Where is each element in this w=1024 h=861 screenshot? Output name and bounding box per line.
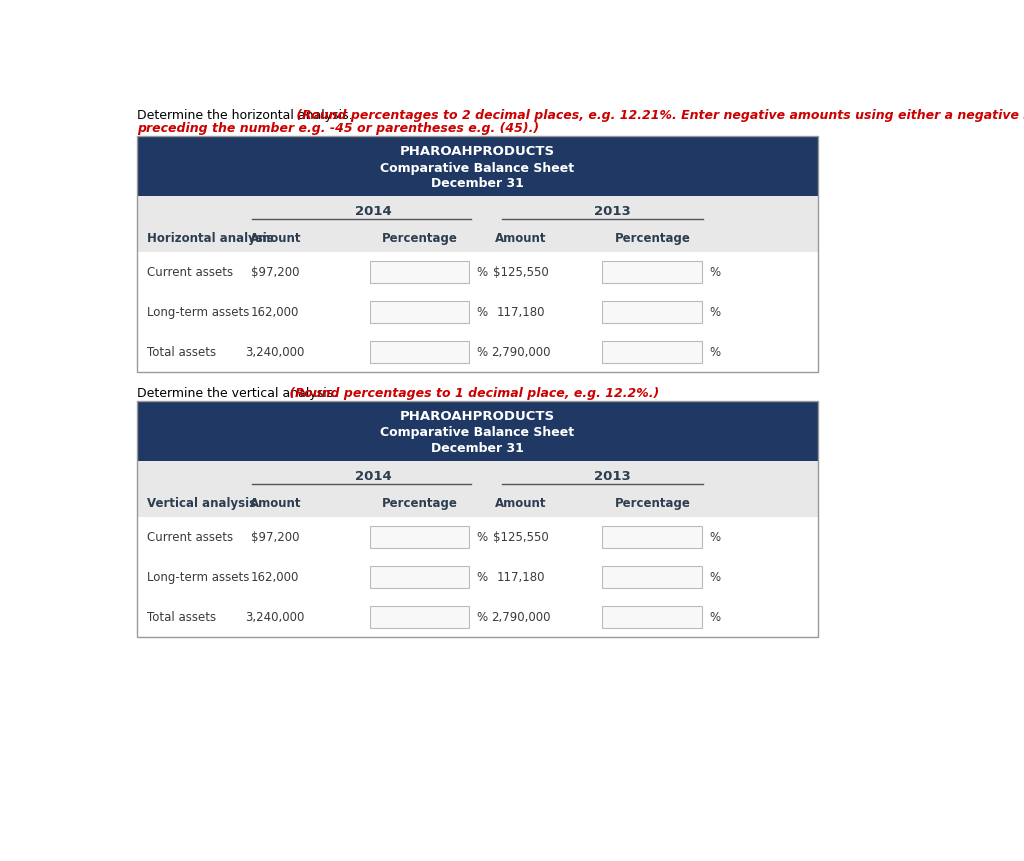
Bar: [137, 197, 818, 252]
Text: 162,000: 162,000: [251, 306, 299, 319]
Bar: [370, 301, 469, 323]
Text: %: %: [477, 346, 487, 359]
Bar: [137, 332, 818, 373]
Bar: [137, 402, 818, 461]
Text: December 31: December 31: [431, 442, 524, 455]
Text: 3,240,000: 3,240,000: [246, 346, 305, 359]
Text: Percentage: Percentage: [382, 232, 458, 245]
Text: Long-term assets: Long-term assets: [146, 571, 249, 584]
Bar: [370, 262, 469, 283]
Text: 2013: 2013: [594, 469, 631, 482]
Bar: [137, 137, 818, 373]
Bar: [602, 262, 701, 283]
Bar: [370, 342, 469, 363]
Text: 162,000: 162,000: [251, 571, 299, 584]
Text: 2014: 2014: [354, 469, 391, 482]
Bar: [137, 402, 818, 637]
Text: 2,790,000: 2,790,000: [492, 610, 551, 623]
Text: (Round percentages to 1 decimal place, e.g. 12.2%.): (Round percentages to 1 decimal place, e…: [285, 387, 658, 400]
Text: Horizontal analysis: Horizontal analysis: [146, 232, 273, 245]
Bar: [602, 567, 701, 588]
Text: 2,790,000: 2,790,000: [492, 346, 551, 359]
Text: Amount: Amount: [496, 232, 547, 245]
Text: December 31: December 31: [431, 177, 524, 189]
Text: preceding the number e.g. -45 or parentheses e.g. (45).): preceding the number e.g. -45 or parenth…: [137, 121, 540, 135]
Text: PHAROAHPRODUCTS: PHAROAHPRODUCTS: [400, 409, 555, 422]
Bar: [370, 606, 469, 628]
Text: Current assets: Current assets: [146, 266, 232, 279]
Text: Long-term assets: Long-term assets: [146, 306, 249, 319]
Bar: [137, 293, 818, 332]
Text: Amount: Amount: [250, 496, 301, 509]
Text: %: %: [710, 571, 720, 584]
Text: 3,240,000: 3,240,000: [246, 610, 305, 623]
Bar: [602, 342, 701, 363]
Text: $97,200: $97,200: [251, 266, 299, 279]
Bar: [602, 606, 701, 628]
Text: Vertical analysis: Vertical analysis: [146, 496, 256, 509]
Text: %: %: [477, 306, 487, 319]
Text: %: %: [477, 571, 487, 584]
Bar: [137, 252, 818, 293]
Text: Determine the vertical analysis.: Determine the vertical analysis.: [137, 387, 338, 400]
Text: %: %: [477, 266, 487, 279]
Text: $125,550: $125,550: [493, 266, 549, 279]
Text: PHAROAHPRODUCTS: PHAROAHPRODUCTS: [400, 145, 555, 158]
Text: Comparative Balance Sheet: Comparative Balance Sheet: [381, 426, 574, 439]
Text: %: %: [477, 530, 487, 543]
Bar: [137, 517, 818, 557]
Text: Percentage: Percentage: [382, 496, 458, 509]
Text: $97,200: $97,200: [251, 530, 299, 543]
Text: %: %: [710, 610, 720, 623]
Text: %: %: [477, 610, 487, 623]
Text: Total assets: Total assets: [146, 610, 216, 623]
Text: Determine the horizontal analysis.: Determine the horizontal analysis.: [137, 108, 353, 121]
Bar: [602, 526, 701, 548]
Bar: [137, 597, 818, 637]
Bar: [137, 557, 818, 597]
Text: Comparative Balance Sheet: Comparative Balance Sheet: [381, 161, 574, 175]
Text: %: %: [710, 530, 720, 543]
Text: $125,550: $125,550: [493, 530, 549, 543]
Text: (Round percentages to 2 decimal places, e.g. 12.21%. Enter negative amounts usin: (Round percentages to 2 decimal places, …: [292, 108, 1024, 121]
Text: Amount: Amount: [250, 232, 301, 245]
Text: %: %: [710, 306, 720, 319]
Bar: [370, 567, 469, 588]
Bar: [137, 137, 818, 197]
Text: %: %: [710, 266, 720, 279]
Bar: [137, 461, 818, 517]
Text: %: %: [710, 346, 720, 359]
Text: Amount: Amount: [496, 496, 547, 509]
Text: 2014: 2014: [354, 205, 391, 218]
Text: Current assets: Current assets: [146, 530, 232, 543]
Bar: [370, 526, 469, 548]
Bar: [602, 301, 701, 323]
Text: 117,180: 117,180: [497, 306, 545, 319]
Text: Percentage: Percentage: [614, 496, 690, 509]
Text: 117,180: 117,180: [497, 571, 545, 584]
Text: Total assets: Total assets: [146, 346, 216, 359]
Text: Percentage: Percentage: [614, 232, 690, 245]
Text: 2013: 2013: [594, 205, 631, 218]
